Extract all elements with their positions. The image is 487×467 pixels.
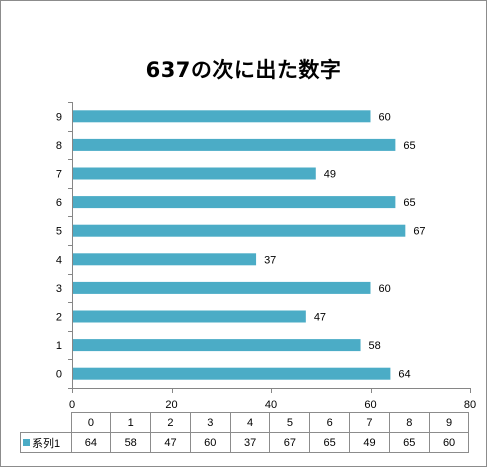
data-table-value-5: 67 <box>269 432 311 453</box>
chart-title: 637の次に出た数字 <box>145 58 342 82</box>
legend-series-name: 系列1 <box>32 437 61 450</box>
data-label-4: 37 <box>264 254 276 266</box>
y-tick-label-5: 5 <box>56 226 62 238</box>
data-table-category-1: 1 <box>110 412 152 433</box>
data-table-value-4: 37 <box>229 432 271 453</box>
data-table-category-5: 5 <box>269 412 311 433</box>
x-tick-label-20: 20 <box>165 399 177 411</box>
data-table-value-8: 65 <box>388 432 430 453</box>
bar-3 <box>73 281 371 294</box>
y-tick-label-7: 7 <box>56 169 62 181</box>
data-label-2: 47 <box>314 312 326 324</box>
data-table-category-2: 2 <box>150 412 191 433</box>
bars-layer: 64 58 47 60 37 67 65 49 65 60 <box>73 110 426 381</box>
data-table-category-7: 7 <box>349 412 390 433</box>
data-table-value-0: 64 <box>70 432 112 453</box>
y-tick-label-9: 9 <box>56 111 62 123</box>
bar-8 <box>73 138 396 151</box>
data-table-category-8: 8 <box>388 412 430 433</box>
data-table-category-4: 4 <box>229 412 271 433</box>
data-table-value-1: 58 <box>110 432 152 453</box>
bar-5 <box>73 224 406 237</box>
y-tick-label-3: 3 <box>56 283 62 295</box>
data-table-value-6: 65 <box>309 432 351 453</box>
data-label-0: 64 <box>398 369 410 381</box>
data-table-category-0: 0 <box>70 412 112 433</box>
data-table-category-6: 6 <box>309 412 351 433</box>
x-tick-label-60: 60 <box>364 399 376 411</box>
legend-swatch <box>23 439 30 447</box>
data-table-corner <box>20 412 72 433</box>
x-tick-label-0: 0 <box>69 399 75 411</box>
data-table-value-3: 60 <box>189 432 231 453</box>
bar-0 <box>73 367 391 380</box>
data-table-values-row: 系列1 64 58 47 60 37 67 65 49 65 60 <box>20 432 470 453</box>
bar-2 <box>73 310 306 323</box>
bar-1 <box>73 339 361 352</box>
y-tick-label-0: 0 <box>56 369 62 381</box>
y-tick-label-8: 8 <box>56 140 62 152</box>
data-table-category-9: 9 <box>428 412 470 433</box>
y-tick-label-6: 6 <box>56 197 62 209</box>
y-tick-label-4: 4 <box>56 254 62 266</box>
data-label-8: 65 <box>403 140 415 152</box>
data-table-value-7: 49 <box>349 432 390 453</box>
data-label-1: 58 <box>369 340 381 352</box>
data-label-7: 49 <box>324 169 336 181</box>
data-table-category-3: 3 <box>189 412 231 433</box>
x-tick-label-80: 80 <box>464 399 476 411</box>
bar-9 <box>73 110 371 123</box>
x-tick-label-40: 40 <box>265 399 277 411</box>
data-label-6: 65 <box>403 197 415 209</box>
data-table-series-label: 系列1 <box>20 432 72 453</box>
y-tick-label-2: 2 <box>56 312 62 324</box>
data-label-9: 60 <box>379 111 391 123</box>
bar-6 <box>73 196 396 209</box>
data-label-5: 67 <box>413 226 425 238</box>
data-label-3: 60 <box>379 283 391 295</box>
bar-7 <box>73 167 316 180</box>
data-table-value-2: 47 <box>150 432 191 453</box>
bar-4 <box>73 253 257 266</box>
data-table-value-9: 60 <box>428 432 470 453</box>
y-tick-label-1: 1 <box>56 340 62 352</box>
